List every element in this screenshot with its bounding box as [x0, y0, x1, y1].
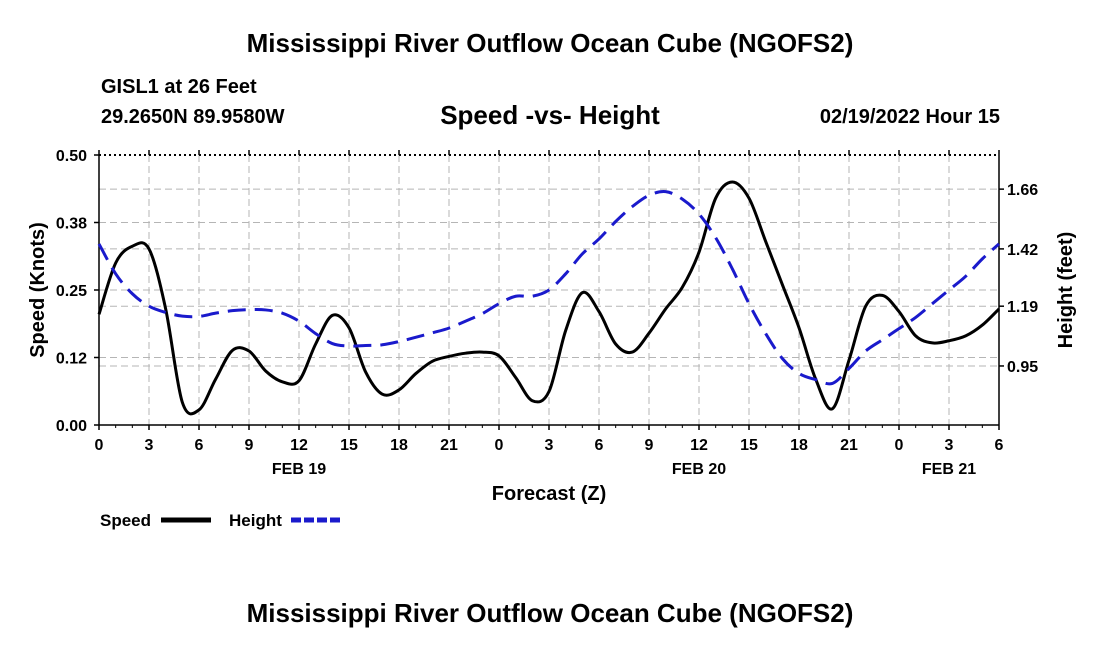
y2-axis-title: Height (feet): [1055, 232, 1077, 349]
x-tick-label: 3: [145, 437, 154, 454]
x-tick-label: 3: [945, 437, 954, 454]
chart-datetime: 02/19/2022 Hour 15: [819, 106, 1000, 128]
y-tick-label: 0.25: [56, 283, 87, 300]
axis-ticks: 0 3 6 9 12 15 18 21 0 3 6 9 12 15 18 21 0 3 6 FEB 19 FEB 20 F…: [56, 148, 1038, 478]
series-line-speed: [97, 180, 1001, 416]
y2-tick-label: 0.95: [1007, 359, 1038, 376]
x-tick-label: 0: [95, 437, 104, 454]
y-tick-label: 0.00: [56, 418, 87, 435]
x-tick-label: 6: [995, 437, 1004, 454]
x-tick-label: 6: [195, 437, 204, 454]
chart-footer-title: Mississippi River Outflow Ocean Cube (NG…: [246, 598, 854, 628]
y-axis-title: Speed (Knots): [27, 222, 49, 358]
x-tick-label: 6: [595, 437, 604, 454]
x-tick-label: 18: [390, 437, 408, 454]
x-tick-label: 9: [645, 437, 654, 454]
legend-label-speed: Speed: [100, 511, 151, 530]
x-tick-label: 21: [440, 437, 458, 454]
station-coordinates: 29.2650N 89.9580W: [101, 106, 285, 128]
x-tick-label: 0: [895, 437, 904, 454]
x-axis-title: Forecast (Z): [492, 483, 606, 505]
y-tick-label: 0.50: [56, 148, 87, 165]
x-tick-label: 12: [290, 437, 308, 454]
x-tick-label: 15: [340, 437, 358, 454]
y-tick-label: 0.12: [56, 351, 87, 368]
y2-tick-label: 1.42: [1007, 242, 1038, 259]
x-date-label: FEB 20: [672, 461, 726, 478]
x-date-label: FEB 21: [922, 461, 976, 478]
x-date-label: FEB 19: [272, 461, 326, 478]
x-tick-label: 15: [740, 437, 758, 454]
y2-tick-label: 1.19: [1007, 299, 1038, 316]
legend-label-height: Height: [229, 511, 282, 530]
x-tick-label: 21: [840, 437, 858, 454]
x-tick-label: 18: [790, 437, 808, 454]
chart-series: [97, 180, 1001, 416]
x-tick-label: 3: [545, 437, 554, 454]
x-tick-label: 9: [245, 437, 254, 454]
chart-subtitle: Speed -vs- Height: [440, 100, 660, 130]
chart-legend: Speed Height: [100, 511, 341, 530]
y-tick-label: 0.38: [56, 216, 87, 233]
grid-lines: [99, 155, 999, 425]
y2-tick-label: 1.66: [1007, 182, 1038, 199]
chart-main-title: Mississippi River Outflow Ocean Cube (NG…: [246, 28, 854, 58]
series-line-height: [97, 189, 1001, 386]
x-tick-label: 0: [495, 437, 504, 454]
station-name: GISL1 at 26 Feet: [101, 76, 257, 98]
x-tick-label: 12: [690, 437, 708, 454]
axis-labels: Forecast (Z) Speed (Knots) Height (feet): [27, 222, 1077, 505]
